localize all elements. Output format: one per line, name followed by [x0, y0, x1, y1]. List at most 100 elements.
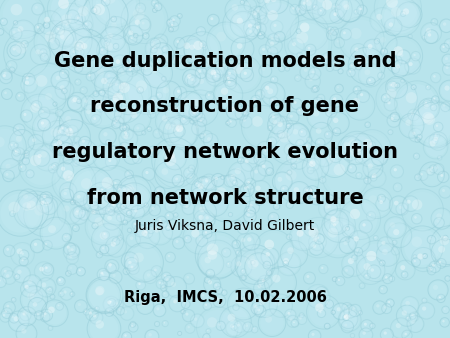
Circle shape: [288, 171, 292, 175]
Circle shape: [247, 209, 250, 212]
Circle shape: [333, 128, 340, 135]
Circle shape: [113, 44, 118, 49]
Circle shape: [286, 124, 291, 128]
Circle shape: [207, 330, 208, 331]
Circle shape: [2, 90, 11, 99]
Circle shape: [77, 17, 80, 19]
Circle shape: [412, 199, 423, 210]
Circle shape: [68, 265, 77, 274]
Circle shape: [396, 323, 401, 328]
Circle shape: [311, 192, 322, 204]
Circle shape: [199, 134, 204, 138]
Circle shape: [412, 86, 414, 87]
Circle shape: [411, 85, 416, 89]
Circle shape: [216, 62, 221, 68]
Circle shape: [191, 315, 203, 327]
Circle shape: [158, 147, 195, 185]
Circle shape: [333, 97, 336, 101]
Circle shape: [166, 149, 184, 168]
Circle shape: [71, 200, 75, 204]
Circle shape: [127, 152, 128, 154]
Circle shape: [265, 86, 269, 90]
Circle shape: [107, 216, 112, 220]
Circle shape: [226, 79, 235, 88]
Circle shape: [262, 68, 266, 71]
Circle shape: [127, 246, 161, 279]
Circle shape: [244, 297, 246, 299]
Circle shape: [149, 228, 151, 230]
Circle shape: [379, 74, 381, 76]
Circle shape: [122, 333, 131, 338]
Circle shape: [252, 303, 263, 314]
Circle shape: [313, 86, 319, 92]
Circle shape: [122, 82, 127, 87]
Circle shape: [158, 282, 161, 284]
Circle shape: [254, 7, 266, 19]
Circle shape: [141, 301, 145, 306]
Circle shape: [333, 147, 344, 159]
Circle shape: [309, 189, 312, 192]
Circle shape: [32, 293, 36, 296]
Circle shape: [385, 276, 387, 279]
Circle shape: [443, 55, 450, 65]
Circle shape: [335, 85, 342, 92]
Circle shape: [193, 179, 214, 200]
Circle shape: [378, 195, 385, 202]
Circle shape: [297, 53, 302, 57]
Text: regulatory network evolution: regulatory network evolution: [52, 142, 398, 162]
Circle shape: [264, 262, 270, 268]
Circle shape: [384, 306, 387, 309]
Circle shape: [265, 263, 267, 265]
Circle shape: [198, 70, 201, 73]
Circle shape: [30, 103, 40, 113]
Circle shape: [325, 132, 332, 138]
Circle shape: [203, 192, 226, 214]
Circle shape: [172, 124, 173, 125]
Circle shape: [170, 296, 184, 311]
Circle shape: [113, 147, 114, 148]
Circle shape: [162, 115, 168, 121]
Circle shape: [410, 312, 419, 320]
Circle shape: [290, 183, 309, 202]
Circle shape: [112, 180, 121, 188]
Circle shape: [399, 206, 402, 209]
Circle shape: [62, 71, 64, 74]
Circle shape: [26, 76, 29, 79]
Circle shape: [77, 99, 81, 103]
Circle shape: [144, 34, 146, 36]
Circle shape: [300, 22, 310, 32]
Circle shape: [117, 204, 121, 208]
Circle shape: [93, 91, 99, 96]
Circle shape: [266, 168, 273, 175]
Circle shape: [433, 241, 450, 265]
Circle shape: [393, 241, 395, 242]
Circle shape: [112, 18, 114, 19]
Circle shape: [326, 300, 333, 308]
Circle shape: [163, 78, 164, 79]
Circle shape: [233, 241, 240, 248]
Circle shape: [118, 237, 120, 238]
Circle shape: [53, 102, 57, 106]
Circle shape: [205, 178, 209, 182]
Circle shape: [166, 278, 169, 281]
Circle shape: [94, 117, 96, 120]
Circle shape: [12, 46, 16, 50]
Circle shape: [199, 216, 200, 218]
Circle shape: [167, 214, 169, 216]
Circle shape: [403, 8, 409, 15]
Circle shape: [59, 122, 88, 150]
Circle shape: [71, 0, 107, 34]
Circle shape: [292, 7, 295, 9]
Circle shape: [429, 141, 436, 147]
Circle shape: [330, 217, 339, 225]
Circle shape: [240, 252, 275, 287]
Circle shape: [313, 195, 316, 198]
Circle shape: [148, 147, 158, 156]
Circle shape: [36, 263, 52, 280]
Circle shape: [210, 17, 213, 20]
Circle shape: [159, 219, 162, 222]
Circle shape: [34, 243, 37, 246]
Circle shape: [126, 152, 130, 156]
Circle shape: [313, 88, 315, 89]
Circle shape: [133, 8, 144, 20]
